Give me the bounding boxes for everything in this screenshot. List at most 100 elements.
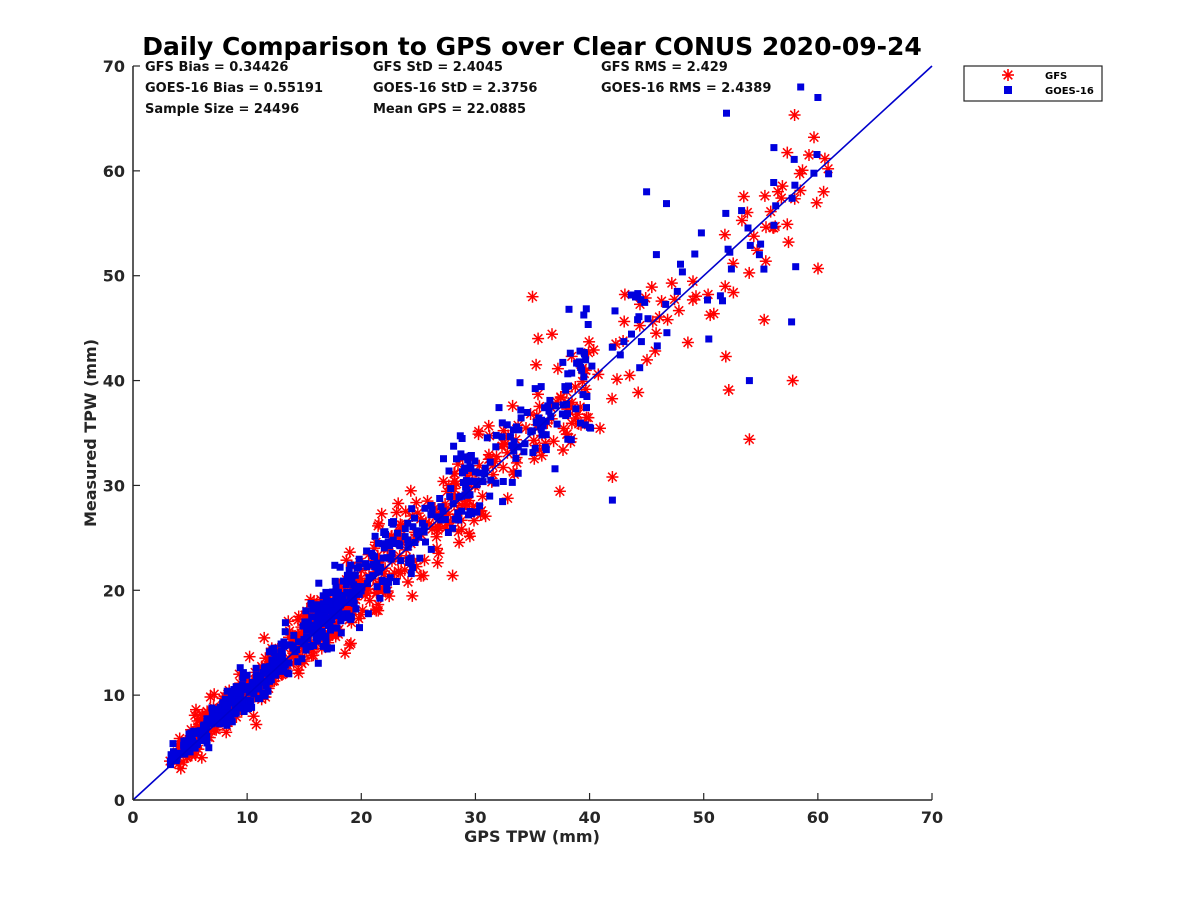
goes-16-point [335, 603, 342, 611]
goes-16-point [723, 109, 730, 117]
goes-16-point [319, 642, 327, 650]
gfs-point [793, 167, 806, 180]
goes-16-point [389, 536, 397, 544]
gfs-point [339, 647, 351, 660]
goes-16-point [463, 477, 470, 485]
goes-16-point [227, 692, 235, 700]
y-tick-label: 50 [103, 267, 125, 286]
goes-16-point [673, 287, 681, 295]
goes-16-point [315, 621, 322, 629]
goes-16-point [727, 265, 735, 273]
goes-16-point [582, 305, 590, 313]
goes-16-point [238, 698, 246, 706]
goes-16-point [568, 369, 576, 377]
goes-16-point [458, 507, 466, 515]
y-tick-label: 70 [103, 57, 125, 76]
goes-16-point [760, 265, 768, 273]
goes-16-point [797, 83, 805, 91]
goes-16-point [355, 555, 363, 563]
gfs-point [623, 369, 636, 382]
goes-16-point [203, 715, 211, 723]
goes-16-point [374, 568, 382, 576]
goes-16-point [447, 485, 455, 493]
goes-16-point [580, 373, 588, 381]
goes-16-point [253, 685, 261, 692]
goes-16-point [213, 712, 221, 720]
gfs-point [803, 149, 815, 161]
goes-16-point [449, 524, 457, 532]
stat-goes-rms: GOES-16 RMS = 2.4389 [601, 81, 771, 96]
goes-16-point [309, 605, 317, 613]
goes-16-point [531, 444, 539, 452]
gfs-point [810, 196, 823, 209]
goes-16-point [301, 640, 309, 648]
gfs-point [641, 353, 653, 366]
goes-16-point [407, 554, 415, 562]
goes-16-point [561, 383, 569, 391]
goes-16-point [559, 358, 567, 366]
goes-16-point [380, 578, 387, 585]
goes-16-point [221, 702, 229, 710]
goes-16-point [343, 571, 351, 579]
gfs-point [554, 391, 567, 403]
goes-16-point [278, 652, 286, 660]
gfs-point [632, 386, 645, 399]
goes-16-point [409, 523, 417, 531]
goes-16-point [308, 613, 316, 621]
goes-16-point [678, 268, 686, 276]
goes-16-point [471, 457, 479, 465]
goes-16-point [468, 510, 476, 518]
goes-16-point [587, 424, 595, 432]
goes-16-point [333, 624, 341, 632]
goes-16-point [268, 646, 276, 654]
goes-16-point [421, 504, 429, 512]
goes-16-point [208, 720, 216, 728]
goes-16-point [314, 635, 322, 643]
goes-16-point [716, 292, 724, 300]
goes-16-point [486, 458, 494, 466]
gfs-point [446, 569, 459, 582]
gfs-point [191, 715, 204, 727]
gfs-point [788, 109, 801, 121]
goes-16-point [170, 750, 178, 758]
goes-16-point [414, 527, 421, 535]
goes-16-point [294, 658, 302, 666]
gfs-point [661, 313, 674, 326]
goes-16-point [356, 624, 363, 632]
goes-16-point [331, 561, 339, 569]
gfs-point [645, 281, 658, 294]
legend-gfs-label: GFS [1045, 71, 1067, 82]
goes-16-point [383, 554, 391, 562]
gfs-point [363, 594, 376, 607]
goes-16-point [516, 379, 524, 387]
goes-16-point [266, 662, 274, 670]
goes-16-point [537, 383, 545, 391]
y-tick-label: 40 [103, 372, 125, 391]
goes-16-point [634, 290, 642, 298]
goes-16-point [175, 749, 183, 757]
goes-16-point [510, 438, 518, 446]
goes-16-point [517, 414, 525, 422]
goes-16-point [396, 542, 404, 550]
gfs-point [258, 631, 271, 644]
goes-16-point [225, 713, 233, 721]
x-tick-label: 60 [807, 808, 829, 827]
goes-16-point [788, 318, 796, 326]
goes-16-point [188, 733, 196, 740]
goes-16-point [401, 525, 409, 533]
goes-16-point [577, 363, 585, 371]
goes-16-point [314, 659, 322, 667]
goes-16-point [532, 419, 540, 427]
gfs-point [463, 530, 476, 543]
gfs-point [448, 475, 461, 488]
gfs-point [307, 649, 320, 662]
stat-goes-bias: GOES-16 Bias = 0.55191 [145, 81, 323, 96]
goes-16-point [408, 505, 416, 513]
gfs-point [592, 368, 605, 381]
goes-16-point [476, 502, 484, 510]
chart-title: Daily Comparison to GPS over Clear CONUS… [142, 32, 922, 61]
gfs-point [557, 444, 569, 456]
goes-16-point [813, 151, 821, 158]
goes-16-point [190, 727, 198, 735]
x-axis-ticks: 0 10 20 30 40 50 60 70 [127, 793, 943, 827]
